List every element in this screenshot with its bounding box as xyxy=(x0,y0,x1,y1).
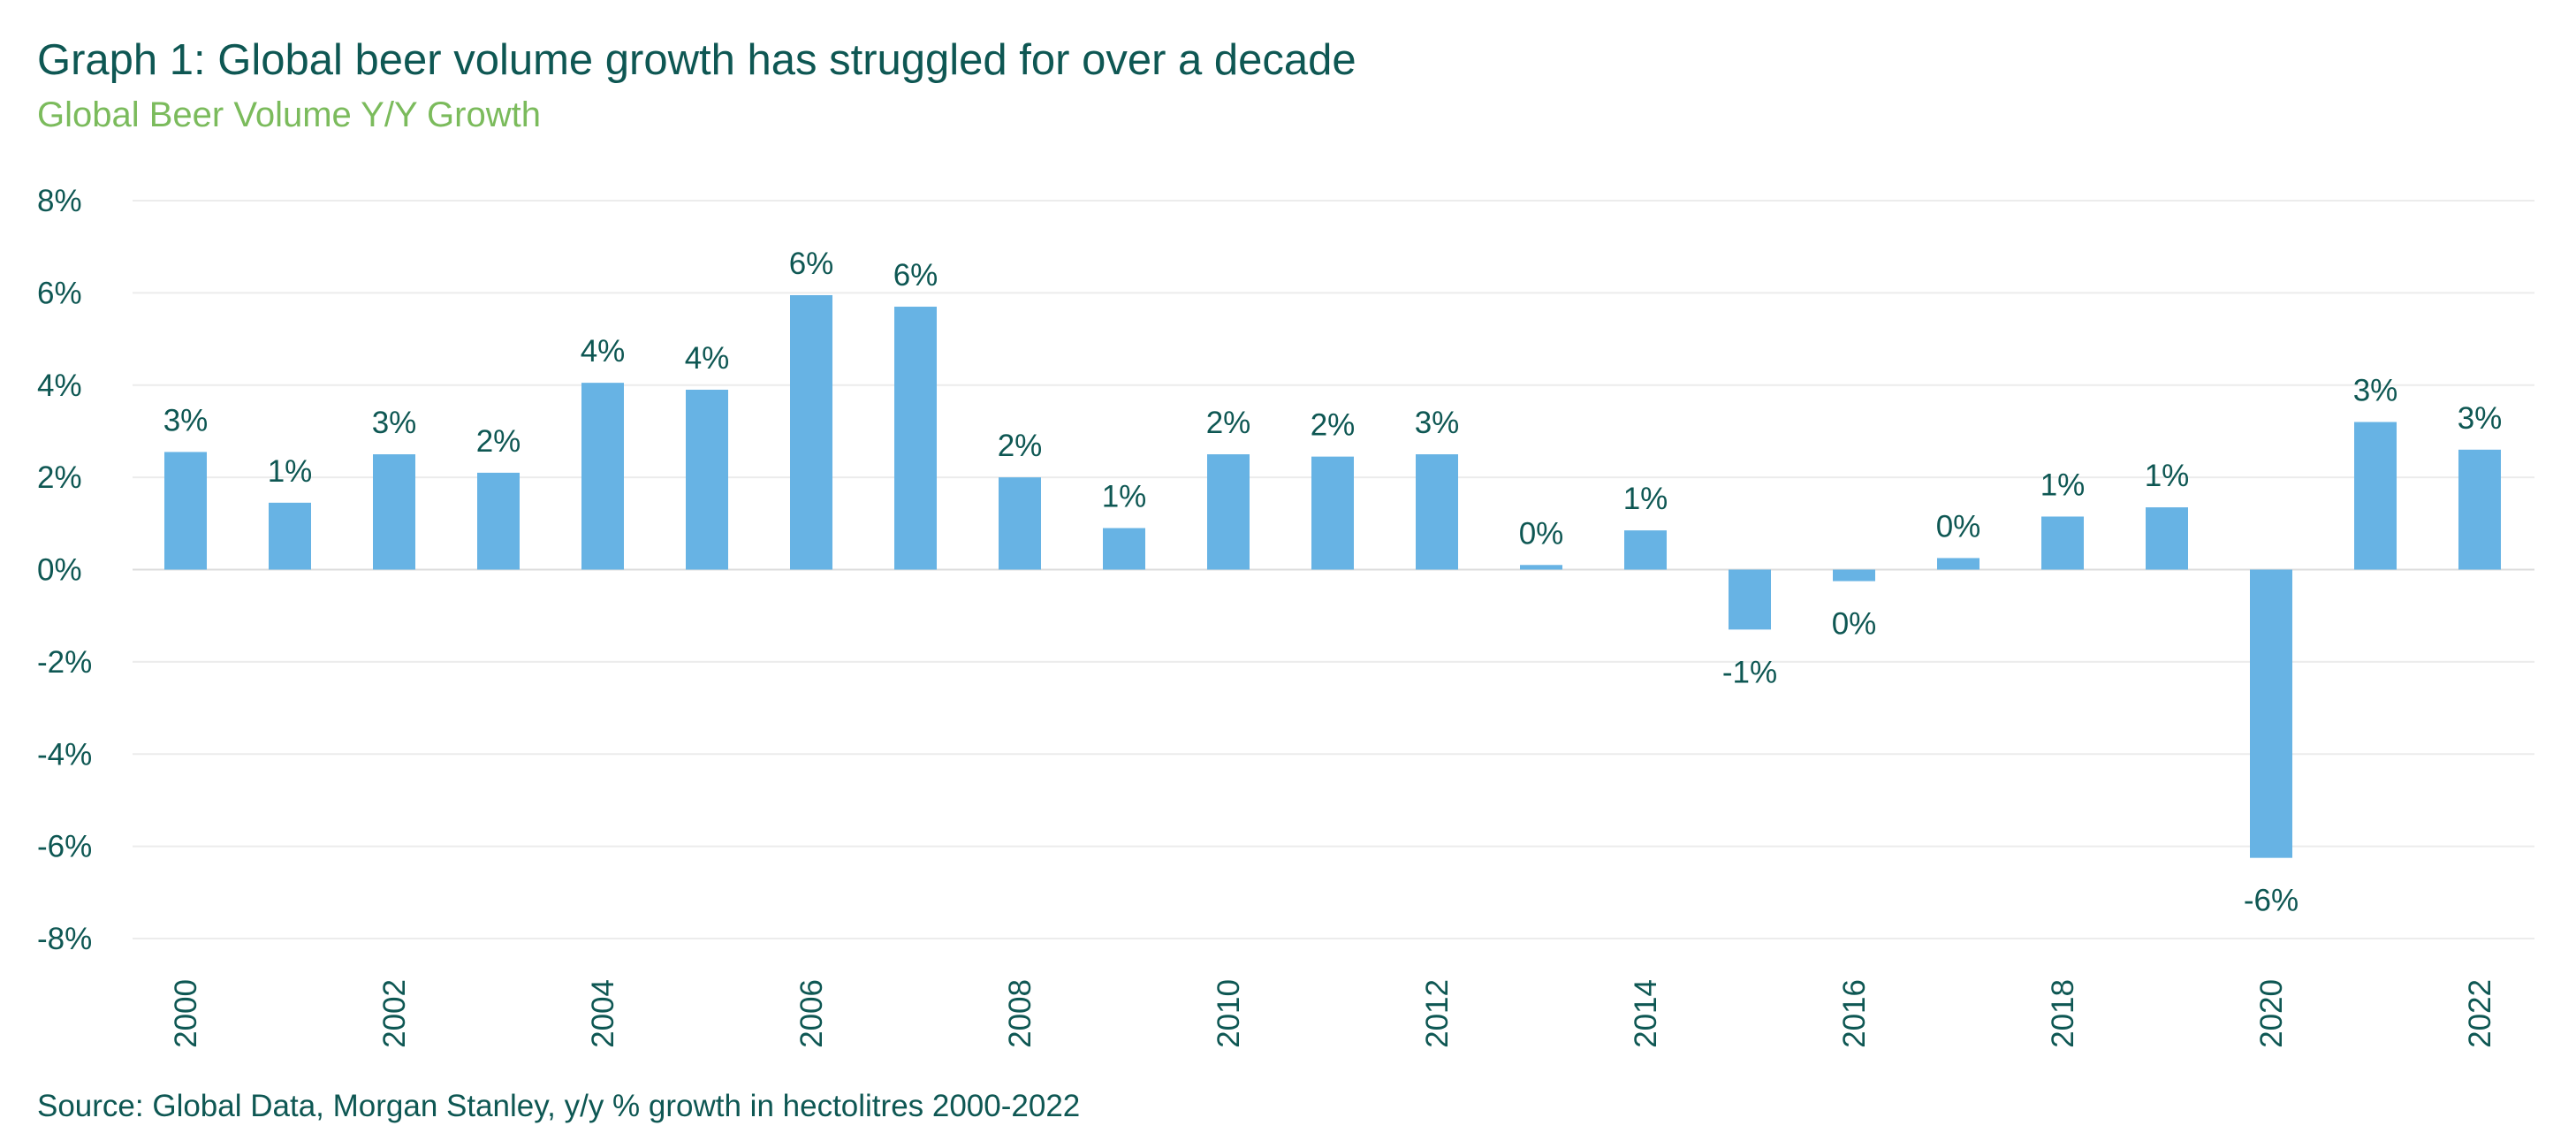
bar-2017 xyxy=(1937,558,1979,570)
data-label: 0% xyxy=(1832,607,1877,642)
x-tick-label: 2020 xyxy=(2254,979,2289,1048)
data-label: 6% xyxy=(789,247,834,281)
data-label: 1% xyxy=(2040,468,2086,502)
data-label: 2% xyxy=(1311,408,1356,443)
data-label: 3% xyxy=(372,406,417,440)
data-label: 0% xyxy=(1936,509,1981,544)
y-tick-label: 6% xyxy=(37,276,82,310)
bar-2018 xyxy=(2041,516,2084,570)
bar-chart: 8% 6% 4% 2% 0% -2% -4% -6% -8% 3% 1% 3% 2% 4% 4% 6% 6% 2… xyxy=(37,184,2534,1048)
data-label: 3% xyxy=(2353,374,2398,408)
y-tick-label: -2% xyxy=(37,645,92,680)
data-labels-layer: 3% 1% 3% 2% 4% 4% 6% 6% 2% 1% 2% 2% 3% 0% 1% -1% 0% 0% 1% 1… xyxy=(163,247,2503,918)
bar-2001 xyxy=(269,502,311,570)
y-tick-label: -6% xyxy=(37,830,92,864)
data-label: 1% xyxy=(1623,482,1668,516)
bar-2006 xyxy=(790,294,832,570)
x-tick-label: 2002 xyxy=(377,979,412,1048)
x-tick-label: 2006 xyxy=(794,979,829,1048)
x-tick-label: 2014 xyxy=(1629,979,1663,1048)
data-label: 0% xyxy=(1519,516,1564,551)
data-label: 4% xyxy=(581,334,626,369)
y-tick-label: -8% xyxy=(37,922,92,956)
data-label: -6% xyxy=(2244,884,2299,918)
data-label: 1% xyxy=(268,454,313,489)
bar-2007 xyxy=(894,307,937,570)
bar-2009 xyxy=(1103,528,1145,570)
y-axis: 8% 6% 4% 2% 0% -2% -4% -6% -8% xyxy=(37,184,92,956)
data-label: 2% xyxy=(998,429,1043,463)
x-tick-label: 2010 xyxy=(1212,979,1246,1048)
bar-2005 xyxy=(686,389,728,570)
bar-2004 xyxy=(581,383,624,570)
data-label: 1% xyxy=(2145,459,2190,493)
x-tick-label: 2000 xyxy=(169,979,203,1048)
bars-layer xyxy=(164,294,2501,858)
data-label: 3% xyxy=(2458,401,2503,436)
x-tick-label: 2012 xyxy=(1420,979,1455,1048)
x-tick-label: 2008 xyxy=(1003,979,1037,1048)
bar-2012 xyxy=(1416,454,1458,570)
x-tick-label: 2016 xyxy=(1837,979,1872,1048)
chart-title: Graph 1: Global beer volume growth has s… xyxy=(37,36,1356,84)
bar-2021 xyxy=(2354,422,2397,570)
bar-2003 xyxy=(477,472,520,570)
source-note: Source: Global Data, Morgan Stanley, y/y… xyxy=(37,1089,1081,1123)
data-label: 4% xyxy=(685,341,730,376)
y-tick-label: 2% xyxy=(37,460,82,495)
bar-2002 xyxy=(373,454,415,570)
x-axis: 2000 2002 2004 2006 2008 2010 2012 2014 2016 2018… xyxy=(169,979,2497,1048)
x-tick-label: 2018 xyxy=(2046,979,2080,1048)
bar-2000 xyxy=(164,452,207,570)
bar-2016 xyxy=(1833,569,1875,582)
bar-2013 xyxy=(1520,565,1562,570)
bar-2015 xyxy=(1729,569,1771,630)
chart-subtitle: Global Beer Volume Y/Y Growth xyxy=(37,95,541,134)
bar-2022 xyxy=(2458,449,2501,570)
x-tick-label: 2022 xyxy=(2463,979,2497,1048)
x-tick-label: 2004 xyxy=(586,979,620,1048)
data-label: 1% xyxy=(1102,480,1147,514)
bar-2008 xyxy=(999,477,1041,570)
data-label: -1% xyxy=(1722,655,1777,689)
data-label: 2% xyxy=(476,424,521,459)
bar-2020 xyxy=(2250,569,2292,858)
data-label: 6% xyxy=(893,258,938,293)
y-tick-label: 8% xyxy=(37,184,82,218)
bar-2014 xyxy=(1624,530,1667,570)
data-label: 2% xyxy=(1206,406,1251,440)
data-label: 3% xyxy=(163,403,209,437)
y-tick-label: 4% xyxy=(37,369,82,403)
bar-2011 xyxy=(1311,456,1354,570)
data-label: 3% xyxy=(1415,406,1460,440)
y-tick-label: 0% xyxy=(37,553,82,588)
grid-layer xyxy=(133,200,2534,939)
bar-2010 xyxy=(1207,454,1250,570)
bar-2019 xyxy=(2146,507,2188,570)
y-tick-label: -4% xyxy=(37,737,92,772)
